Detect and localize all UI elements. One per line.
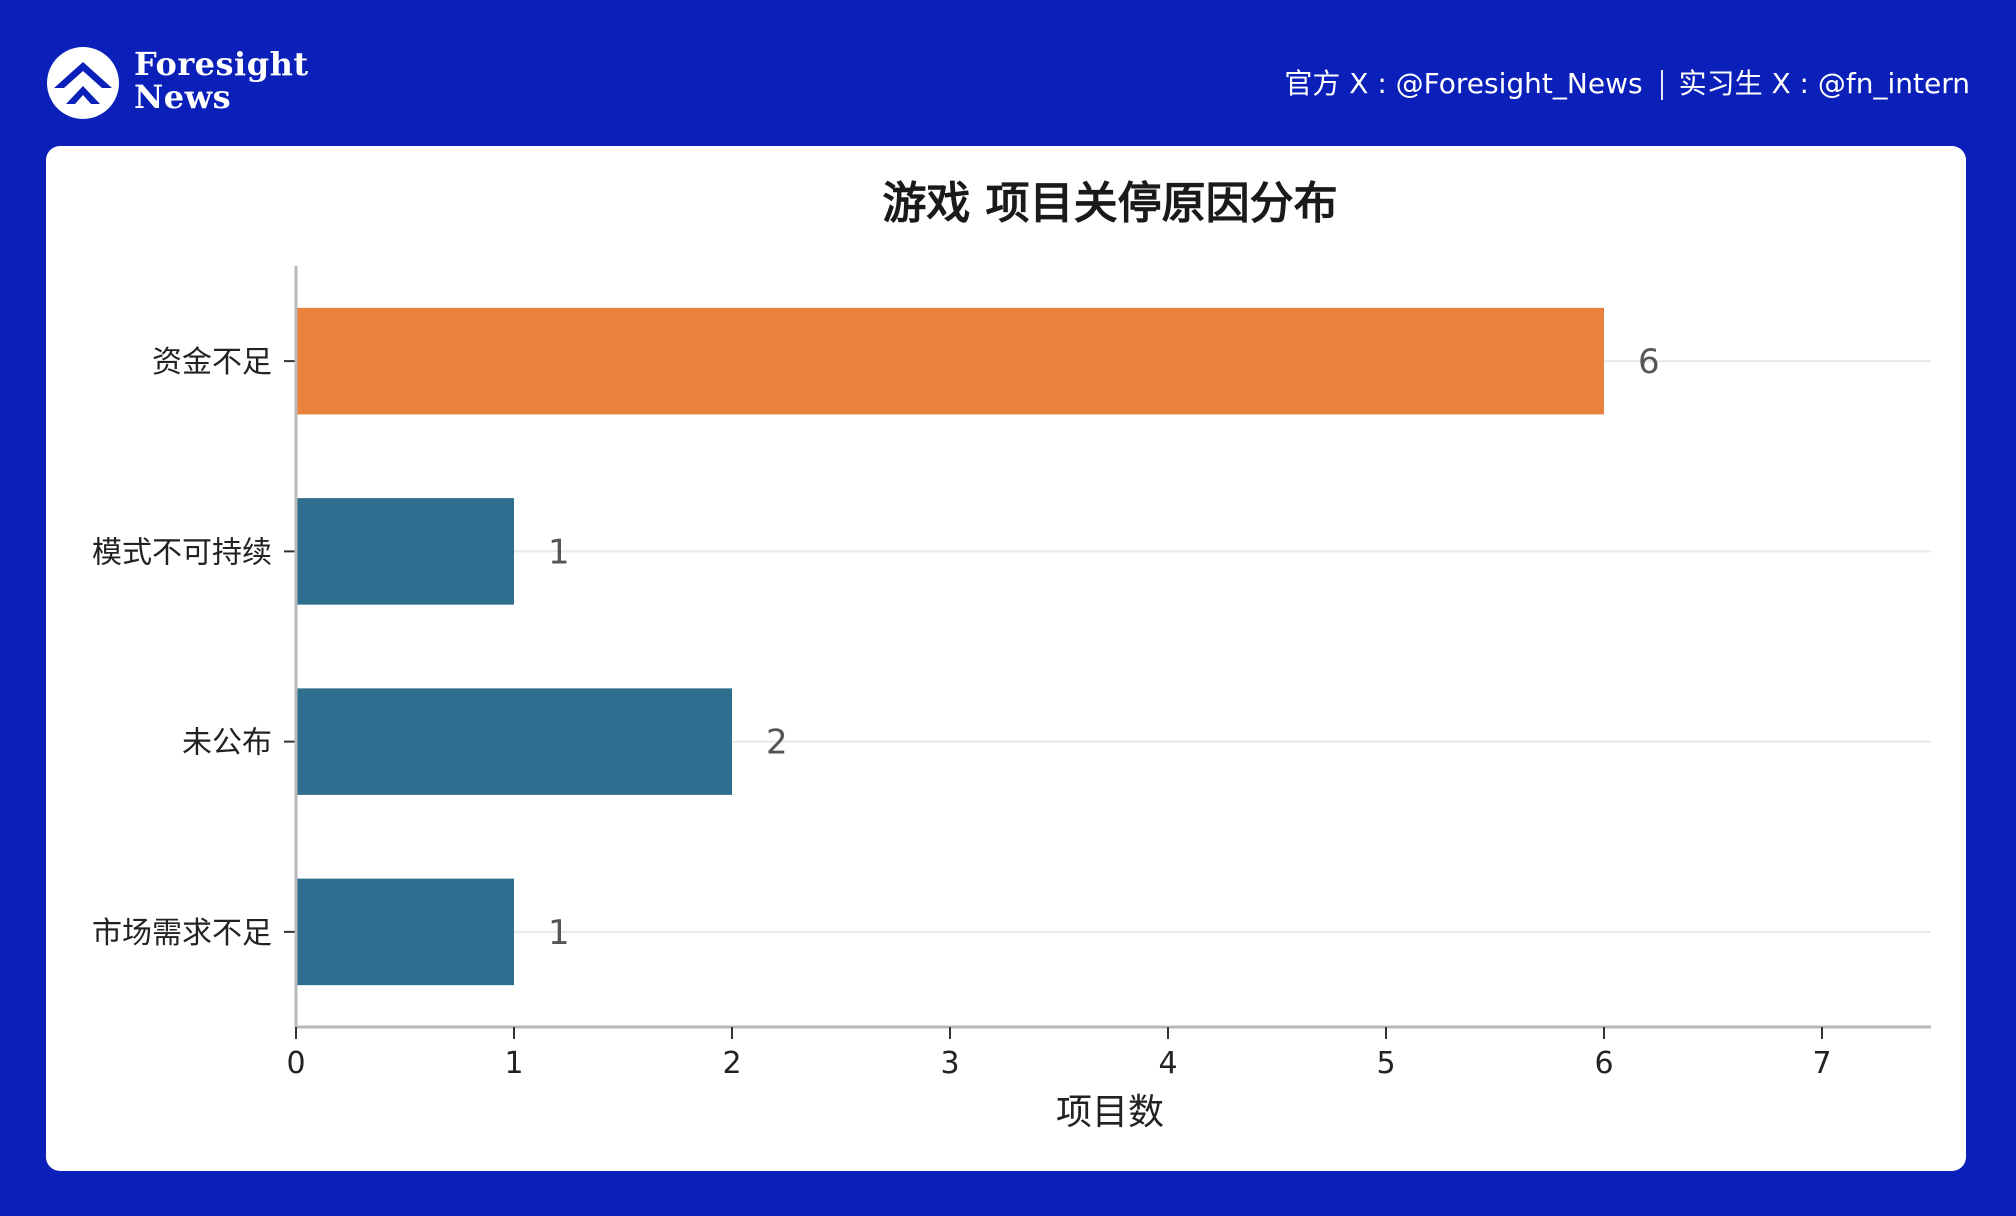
social-handles: 官方 X : @Foresight_News 实习生 X : @fn_intern	[1284, 62, 1970, 102]
category-label: 资金不足	[152, 345, 272, 380]
x-tick-label: 7	[1812, 1046, 1831, 1081]
x-axis-title: 项目数	[1056, 1092, 1164, 1133]
brand-name: Foresight News	[134, 48, 309, 114]
brand-line-2: News	[134, 78, 232, 116]
data-label: 2	[766, 723, 788, 763]
intern-handle: 实习生 X : @fn_intern	[1678, 67, 1970, 100]
bar-2	[296, 498, 514, 605]
x-tick-label: 0	[286, 1046, 305, 1081]
data-label: 6	[1638, 342, 1660, 382]
category-label: 未公布	[182, 726, 272, 761]
data-label: 1	[548, 532, 570, 572]
data-label: 1	[548, 913, 570, 953]
x-tick-label: 1	[504, 1046, 523, 1081]
bar-3	[296, 688, 732, 795]
category-label: 模式不可持续	[92, 535, 272, 570]
category-label: 市场需求不足	[92, 916, 272, 951]
x-tick-label: 6	[1594, 1046, 1613, 1081]
bar-4	[296, 878, 514, 986]
x-tick-label: 4	[1158, 1046, 1177, 1081]
x-tick-label: 3	[940, 1046, 959, 1081]
x-tick-label: 2	[722, 1046, 741, 1081]
brand-line-1: Foresight	[134, 45, 309, 83]
x-tick-label: 5	[1376, 1046, 1395, 1081]
separator	[1660, 70, 1663, 100]
official-handle: 官方 X : @Foresight_News	[1284, 67, 1643, 100]
bar-chart: 游戏 项目关停原因分布 6 资金不足 1 模式不可持续 2 未公布 1 市场需求不足 0 1 2 3 4 5…	[92, 178, 1931, 1133]
chart-title: 游戏 项目关停原因分布	[882, 178, 1337, 229]
foresight-news-logo-icon	[47, 47, 119, 119]
header: Foresight News 官方 X : @Foresight_News 实习生…	[0, 0, 2016, 146]
bar-1	[296, 307, 1604, 415]
chart-card: 游戏 项目关停原因分布 6 资金不足 1 模式不可持续 2 未公布 1 市场需求不足 0 1 2 3 4 5…	[46, 146, 1966, 1171]
